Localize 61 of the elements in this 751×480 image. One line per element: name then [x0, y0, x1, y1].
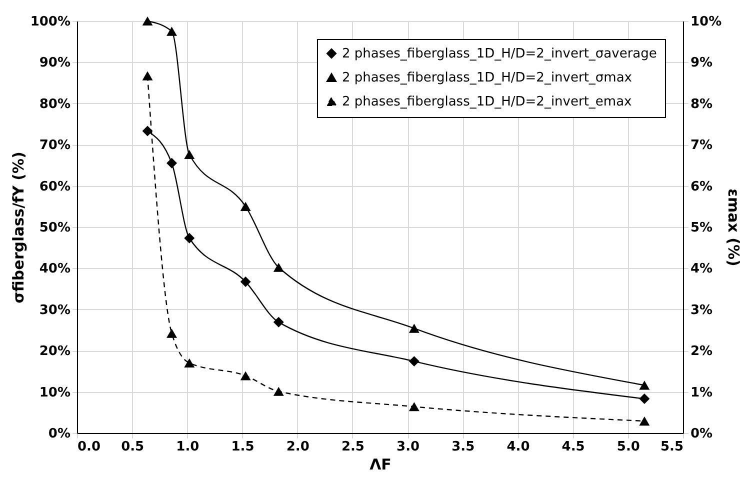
point	[240, 276, 251, 288]
point	[240, 371, 251, 380]
point	[273, 316, 284, 328]
point	[273, 262, 284, 272]
point	[273, 386, 284, 396]
y-tick-label: 70%	[39, 138, 70, 154]
y2-tick-label: 4%	[690, 262, 713, 277]
x-axis-title: ΛF	[370, 456, 392, 474]
point	[142, 16, 153, 26]
y-tick-label: 80%	[39, 96, 70, 112]
y-tick-label: 100%	[30, 14, 70, 30]
point	[639, 416, 650, 426]
x-tick-label: 0.5	[121, 440, 144, 454]
point	[184, 232, 195, 244]
y-tick-label: 60%	[39, 179, 70, 194]
y2-tick-label: 2%	[690, 344, 713, 360]
x-tick-label: 2.0	[286, 440, 310, 454]
y-tick-label: 30%	[39, 302, 70, 318]
y2-tick-label: 1%	[690, 385, 713, 400]
y2-tick-label: 8%	[690, 96, 713, 112]
legend-label: 2 phases_fiberglass_1D_H/D=2_invert_σmax	[342, 70, 632, 86]
point	[142, 71, 153, 80]
x-tick-label: 3.5	[452, 440, 475, 454]
y2-tick-label: 6%	[690, 179, 713, 194]
y-tick-label: 20%	[39, 344, 70, 360]
x-tick-label: 0.0	[78, 440, 101, 454]
x-tick-label: 5.0	[616, 440, 640, 454]
point	[166, 158, 177, 168]
point	[408, 356, 420, 367]
point	[240, 202, 251, 211]
point	[639, 394, 650, 404]
x-tick-label: 4.5	[562, 440, 585, 454]
legend-label: 2 phases_fiberglass_1D_H/D=2_invert_emax	[342, 94, 632, 110]
x-tick-label: 4.0	[506, 440, 530, 454]
y-axis-title: σfiberglass/fY (%)	[9, 152, 28, 304]
point	[408, 324, 420, 333]
point	[184, 150, 195, 160]
y-tick-label: 10%	[39, 385, 70, 400]
point	[639, 380, 650, 390]
point	[142, 126, 153, 136]
y2-tick-label: 10%	[690, 14, 722, 30]
y2-tick-label: 9%	[690, 56, 713, 71]
x-tick-label: 5.5	[660, 440, 684, 454]
y-tick-label: 90%	[39, 56, 70, 71]
x-tick-label: 2.5	[341, 440, 364, 454]
point	[408, 402, 420, 412]
point	[166, 328, 177, 338]
x-tick-label: 3.0	[396, 440, 420, 454]
y2-tick-label: 0%	[690, 426, 713, 442]
y2-tick-label: 3%	[690, 302, 713, 318]
x-tick-label: 1.5	[231, 440, 254, 454]
legend-label: 2 phases_fiberglass_1D_H/D=2_invert_σaverage	[342, 46, 657, 62]
point	[184, 358, 195, 368]
y2-tick-label: 5%	[690, 220, 713, 236]
y-tick-label: 0%	[48, 426, 70, 442]
y-tick-label: 50%	[39, 220, 70, 236]
y2-axis-title: εmax (%)	[724, 188, 743, 266]
y-tick-label: 40%	[39, 262, 70, 277]
point	[166, 26, 177, 36]
y2-tick-label: 7%	[690, 138, 713, 154]
x-tick-label: 1.0	[176, 440, 200, 454]
